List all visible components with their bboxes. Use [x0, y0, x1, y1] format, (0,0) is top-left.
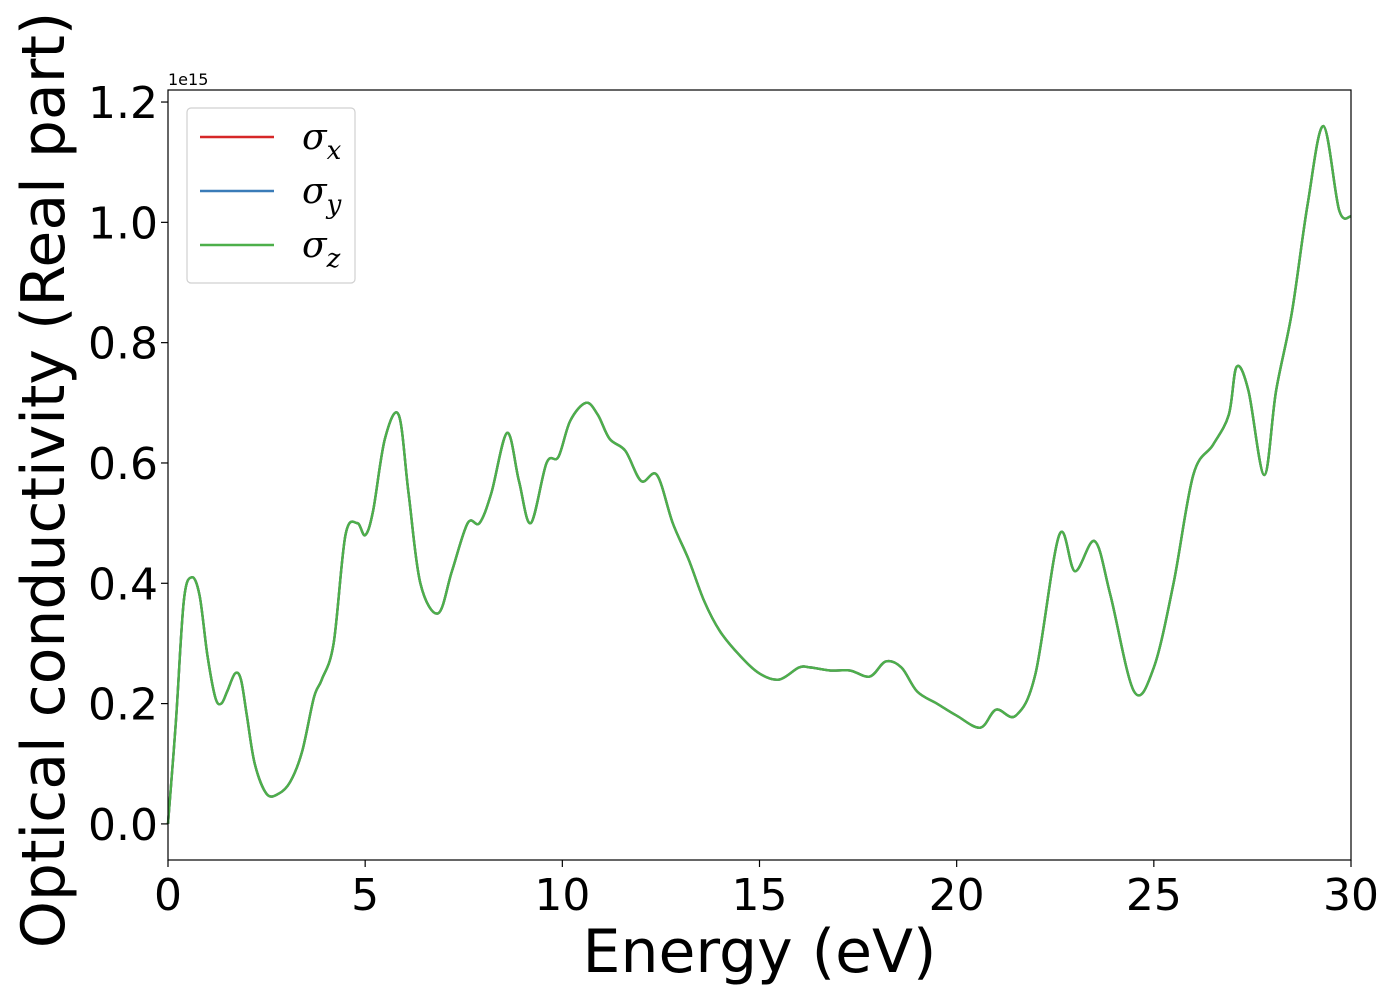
- legend-box: [186, 107, 356, 284]
- y-axis-ticks: 0.0 0.2 0.4 0.6 0.8 1.0 1.2: [88, 78, 168, 851]
- y-tick-label: 0.8: [88, 319, 158, 370]
- legend-symbol: σ: [302, 117, 328, 158]
- x-tick-label: 0: [154, 870, 182, 921]
- legend-label-3: σz: [302, 225, 341, 274]
- x-tick-label: 5: [351, 870, 379, 921]
- legend-symbol: σ: [302, 225, 328, 266]
- x-tick-label: 30: [1323, 870, 1379, 921]
- x-axis-label: Energy (eV): [583, 917, 937, 987]
- y-tick-label: 1.0: [88, 198, 158, 249]
- y-offset-label: 1e15: [168, 70, 208, 89]
- y-axis-label: Optical conductivity (Real part): [9, 12, 79, 949]
- legend-label-1: σx: [302, 117, 342, 166]
- y-tick-label: 0.6: [88, 439, 158, 490]
- y-tick-label: 0.4: [88, 559, 158, 610]
- x-tick-label: 10: [534, 870, 590, 921]
- x-tick-label: 25: [1126, 870, 1182, 921]
- series-layer: [166, 124, 1352, 824]
- y-tick-label: 0.2: [88, 680, 158, 731]
- legend-subscript: z: [326, 244, 341, 274]
- x-tick-label: 15: [732, 870, 788, 921]
- series-line-3: [166, 124, 1352, 824]
- y-tick-label: 1.2: [88, 78, 158, 129]
- legend-symbol: σ: [302, 171, 328, 212]
- x-tick-label: 20: [929, 870, 985, 921]
- y-tick-label: 0.0: [88, 800, 158, 851]
- legend-subscript: y: [326, 190, 342, 220]
- x-axis-ticks: 0 5 10 15 20 25 30: [154, 860, 1379, 921]
- legend-subscript: x: [327, 136, 342, 166]
- legend-label-2: σy: [302, 171, 342, 220]
